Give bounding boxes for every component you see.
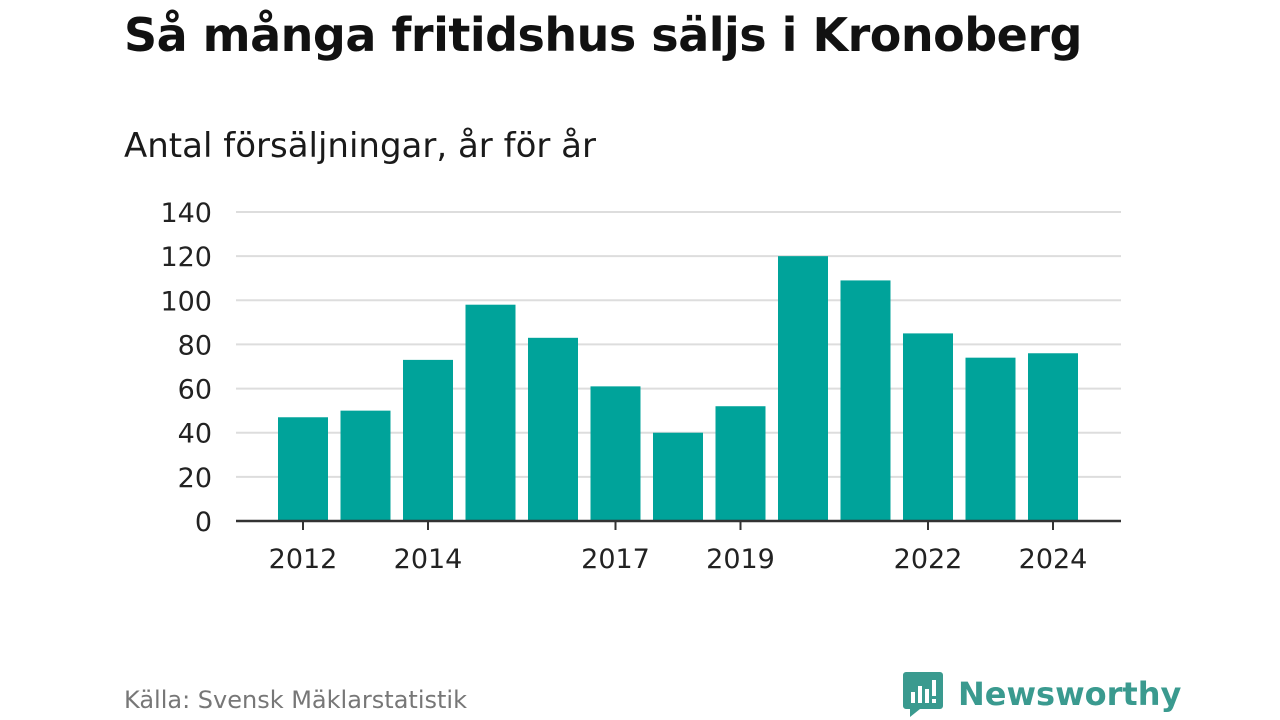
bar-2015 — [465, 304, 516, 521]
y-tick-label: 80 — [178, 330, 212, 361]
bars — [278, 256, 1078, 521]
x-axis: 2012 2014 2017 2019 2022 2024 — [236, 519, 1121, 575]
y-tick-label: 100 — [160, 286, 212, 317]
chart-subtitle: Antal försäljningar, år för år — [124, 126, 596, 166]
bar-2013 — [340, 410, 391, 521]
x-tick-label: 2019 — [706, 544, 775, 575]
x-tick-label: 2022 — [894, 544, 963, 575]
x-tick-label: 2014 — [394, 544, 463, 575]
y-tick-label: 120 — [160, 242, 212, 273]
y-tick-label: 40 — [178, 419, 212, 450]
bar-2024 — [1028, 353, 1078, 521]
newsworthy-logo-text: Newsworthy — [958, 675, 1182, 713]
bar-2012 — [278, 417, 328, 521]
bar-2014 — [403, 359, 453, 521]
bar-2018 — [653, 432, 703, 521]
y-axis-ticks: 0 20 40 60 80 100 120 140 — [160, 198, 212, 538]
bar-2017 — [590, 386, 641, 521]
bar-2022 — [903, 333, 953, 521]
chart-title: Så många fritidshus säljs i Kronoberg — [124, 8, 1082, 62]
source-note: Källa: Svensk Mäklarstatistik — [124, 686, 467, 714]
x-tick-label: 2012 — [269, 544, 338, 575]
y-tick-label: 60 — [178, 375, 212, 406]
bar-2023 — [965, 357, 1016, 521]
y-tick-label: 140 — [160, 198, 212, 229]
bar-2019 — [715, 406, 766, 521]
newsworthy-logo[interactable]: Newsworthy — [902, 670, 1181, 718]
bar-2020 — [778, 256, 828, 521]
newsworthy-logo-icon — [903, 672, 943, 717]
x-tick-label: 2024 — [1019, 544, 1088, 575]
y-tick-label: 20 — [178, 463, 212, 494]
x-tick-label: 2017 — [581, 544, 650, 575]
y-tick-label: 0 — [195, 507, 212, 538]
bar-2021 — [840, 280, 891, 521]
bar-2016 — [528, 337, 578, 521]
